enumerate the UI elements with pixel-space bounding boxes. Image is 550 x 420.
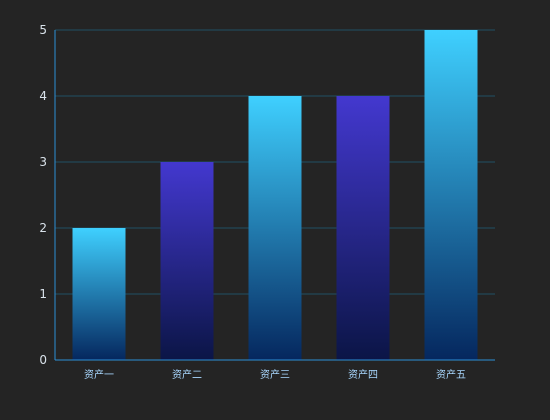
y-tick-label: 1 bbox=[39, 287, 47, 301]
bar bbox=[72, 228, 126, 360]
bar bbox=[160, 162, 214, 360]
y-axis-tick-labels: 0 1 2 3 4 5 bbox=[39, 23, 47, 367]
y-tick-label: 5 bbox=[39, 23, 47, 37]
y-tick-label: 0 bbox=[39, 353, 47, 367]
bar bbox=[424, 30, 478, 360]
x-tick-label: 资产二 bbox=[172, 368, 202, 381]
x-tick-label: 资产四 bbox=[348, 368, 378, 381]
y-tick-label: 4 bbox=[39, 89, 47, 103]
x-tick-label: 资产一 bbox=[84, 368, 114, 381]
bars bbox=[72, 30, 478, 360]
x-tick-label: 资产三 bbox=[260, 368, 290, 381]
x-axis-tick-labels: 资产一 资产二 资产三 资产四 资产五 bbox=[84, 368, 466, 381]
y-tick-label: 3 bbox=[39, 155, 47, 169]
x-tick-label: 资产五 bbox=[436, 368, 466, 381]
axes bbox=[54, 30, 495, 361]
bar bbox=[336, 96, 390, 360]
bar bbox=[248, 96, 302, 360]
y-tick-label: 2 bbox=[39, 221, 47, 235]
